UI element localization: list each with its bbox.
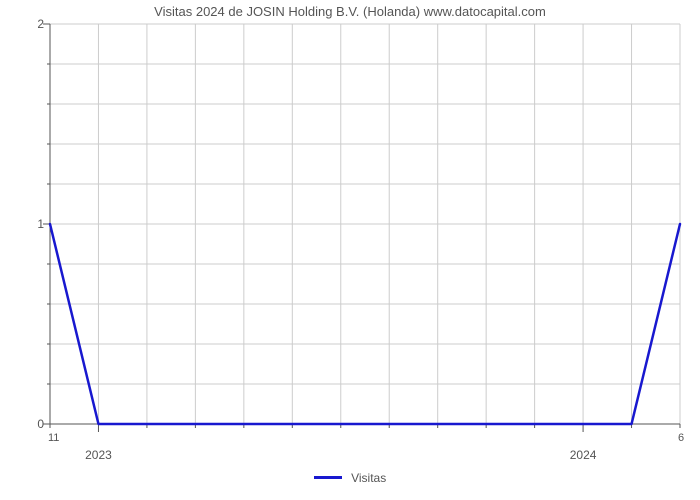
legend-swatch (314, 476, 342, 479)
plot-svg (50, 24, 680, 424)
x-tick-2023: 2023 (85, 448, 112, 462)
y-tick-2: 2 (4, 17, 44, 31)
x-tick-2024: 2024 (570, 448, 597, 462)
chart-title: Visitas 2024 de JOSIN Holding B.V. (Hola… (0, 4, 700, 19)
y-tick-0: 0 (4, 417, 44, 431)
chart-container: Visitas 2024 de JOSIN Holding B.V. (Hola… (0, 0, 700, 500)
secondary-label-right: 6 (678, 432, 684, 444)
y-tick-1: 1 (4, 217, 44, 231)
legend: Visitas (0, 470, 700, 485)
plot-area (50, 24, 680, 424)
secondary-label-left: 11 (48, 432, 59, 444)
legend-label: Visitas (351, 471, 386, 485)
